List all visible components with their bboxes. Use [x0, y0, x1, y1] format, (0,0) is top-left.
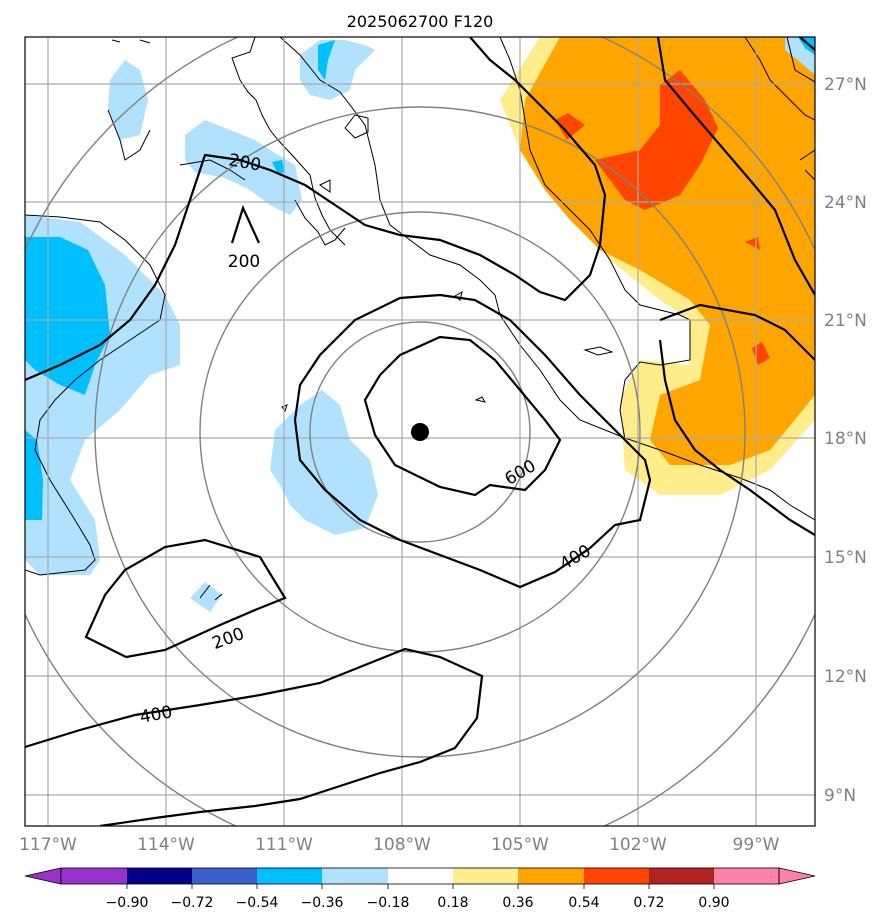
lon-label: 114°W: [137, 835, 195, 855]
colorbar-tick-label: −0.54: [236, 895, 279, 911]
lon-label: 105°W: [491, 835, 549, 855]
colorbar-tick-label: 0.90: [698, 895, 729, 911]
colorbar-segment: [649, 868, 714, 884]
colorbar-tick-label: −0.36: [301, 895, 344, 911]
colorbar-right-extension: [778, 867, 816, 885]
colorbar-segment: [584, 868, 649, 884]
lat-label: 15°N: [824, 548, 867, 568]
colorbar-tick-label: 0.54: [568, 895, 599, 911]
lon-label: 117°W: [19, 835, 77, 855]
colorbar-segment: [453, 868, 518, 884]
colorbar-segment: [192, 868, 257, 884]
longitude-labels: 117°W 114°W 111°W 108°W 105°W 102°W 99°W: [19, 835, 780, 855]
colorbar-tick-label: 0.36: [502, 895, 533, 911]
figure-title: 2025062700 F120: [347, 12, 494, 31]
lat-label: 12°N: [824, 667, 867, 687]
lon-label: 108°W: [373, 835, 431, 855]
colorbar-segment: [257, 868, 322, 884]
graticule: [25, 37, 815, 826]
colorbar-segment: [518, 868, 584, 884]
colorbar-segment: [61, 868, 127, 884]
colorbar-tick-label: 0.72: [633, 895, 664, 911]
colorbar-left-extension: [24, 867, 62, 885]
lat-label: 24°N: [824, 193, 867, 213]
lon-label: 111°W: [255, 835, 313, 855]
colorbar-tick-label: −0.72: [171, 895, 214, 911]
colorbar-frame: [60, 867, 780, 885]
latitude-labels: 27°N 24°N 21°N 18°N 15°N 12°N 9°N: [824, 75, 867, 806]
colorbar-tick-label: −0.18: [367, 895, 410, 911]
colorbar-segment: [322, 868, 388, 884]
lat-label: 18°N: [824, 429, 867, 449]
contour-label: 200: [228, 252, 260, 272]
storm-center-marker: [411, 423, 429, 441]
colorbar-tick-label: −0.90: [106, 895, 149, 911]
colorbar-tick-label: 0.18: [437, 895, 468, 911]
map-frame: [24, 36, 816, 827]
lon-label: 99°W: [733, 835, 780, 855]
contour-lines: [25, 37, 815, 826]
lat-label: 9°N: [824, 786, 856, 806]
colorbar: −0.90 −0.72 −0.54 −0.36 −0.18 0.18 0.36 …: [24, 867, 816, 911]
lat-label: 21°N: [824, 311, 867, 331]
map-area: [25, 37, 815, 826]
lon-label: 102°W: [609, 835, 667, 855]
colorbar-segment: [714, 868, 779, 884]
lat-label: 27°N: [824, 75, 867, 95]
colorbar-segment: [127, 868, 192, 884]
colorbar-segment: [388, 868, 453, 884]
